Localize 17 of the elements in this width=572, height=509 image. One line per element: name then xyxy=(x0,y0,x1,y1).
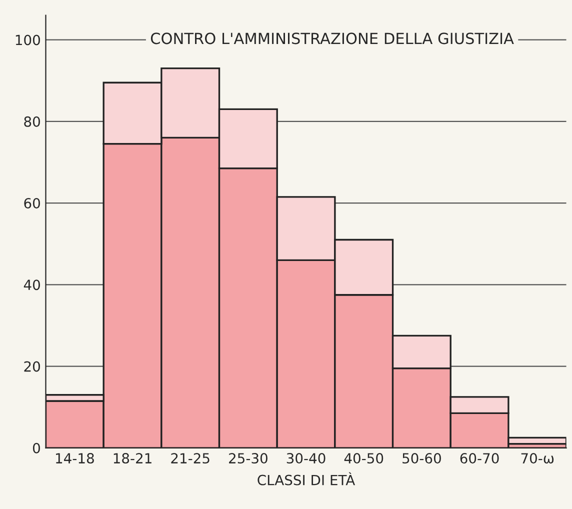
y-tick-label: 40 xyxy=(24,280,40,290)
x-tick-label: 50-60 xyxy=(402,453,441,464)
y-tick-label: 100 xyxy=(16,34,40,46)
x-tick-label: 60-70 xyxy=(460,453,499,464)
x-tick-label: 18-21 xyxy=(114,453,152,464)
x-tick-label: 40-50 xyxy=(344,453,384,464)
y-tick-label: 60 xyxy=(24,198,40,208)
x-tick-label: 25-30 xyxy=(229,453,268,464)
x-tick-label: 21-25 xyxy=(171,453,210,464)
y-tick-label: 80 xyxy=(24,116,40,127)
x-tick-label: 14-18 xyxy=(56,453,94,464)
y-tick-label: 20 xyxy=(24,361,40,372)
x-tick-label: 70-ω xyxy=(521,453,554,464)
x-tick-label: 30-40 xyxy=(286,453,326,464)
y-tick-label: 0 xyxy=(32,442,40,454)
text: CONTRO L'AMMINISTRAZIONE DELLA GIUSTIZIA xyxy=(150,32,514,44)
x-axis-title: CLASSI DI ETÀ xyxy=(258,472,356,486)
